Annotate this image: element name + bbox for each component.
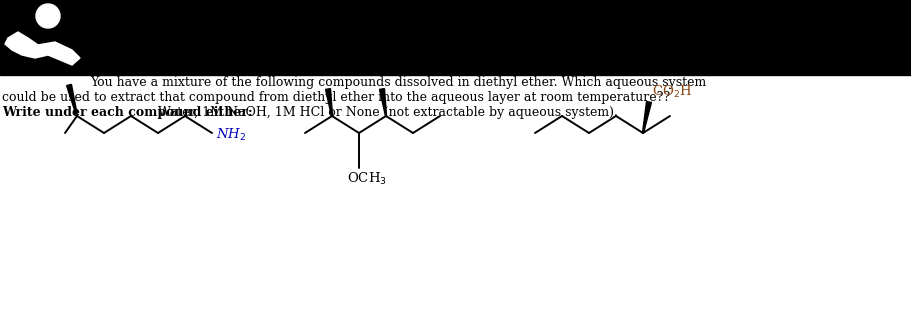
Polygon shape bbox=[325, 89, 333, 116]
Circle shape bbox=[36, 4, 60, 28]
Text: You have a mixture of the following compounds dissolved in diethyl ether. Which : You have a mixture of the following comp… bbox=[90, 76, 705, 89]
Text: OCH$_3$: OCH$_3$ bbox=[346, 171, 386, 187]
Text: NH$_2$: NH$_2$ bbox=[216, 127, 246, 143]
Polygon shape bbox=[5, 32, 80, 65]
Polygon shape bbox=[379, 89, 386, 116]
Text: CO$_2$H: CO$_2$H bbox=[651, 84, 691, 100]
Text: could be used to extract that compound from diethyl ether into the aqueous layer: could be used to extract that compound f… bbox=[2, 91, 670, 104]
Polygon shape bbox=[642, 101, 650, 133]
Text: Write under each compound either:: Write under each compound either: bbox=[2, 106, 252, 119]
Text: Water, 1M NaOH, 1M HCl or None (not extractable by aqueous system).: Water, 1M NaOH, 1M HCl or None (not extr… bbox=[154, 106, 617, 119]
Polygon shape bbox=[67, 84, 77, 116]
Bar bbox=[0, 0, 911, 75]
